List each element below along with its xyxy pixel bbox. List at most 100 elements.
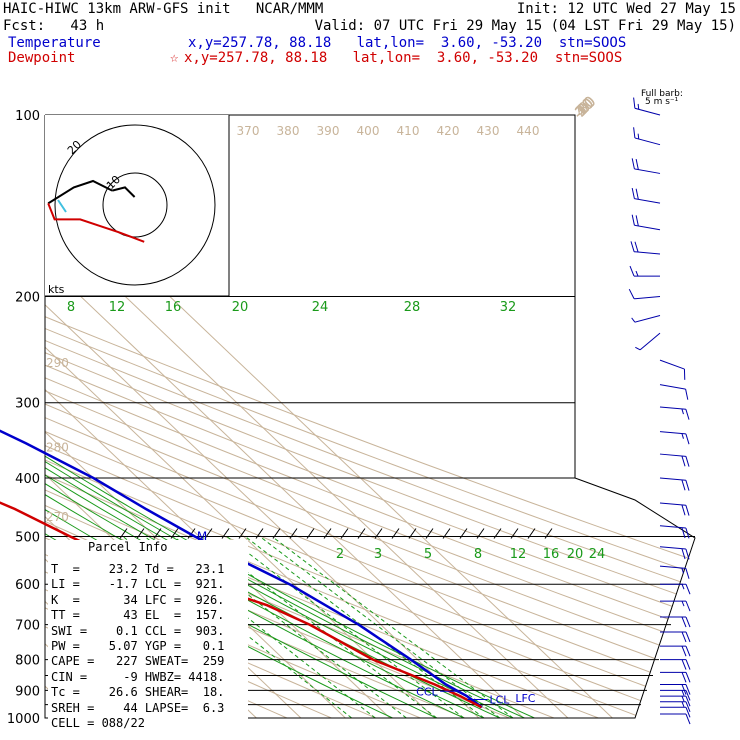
frame-hatch (408, 528, 417, 539)
isotherm-line (45, 115, 569, 718)
wind-barb-staff (634, 296, 661, 300)
hodograph-ring (102, 172, 168, 238)
wind-barb-flag (681, 548, 686, 560)
dry-adiabat (45, 115, 695, 718)
frame-hatch (544, 528, 553, 539)
isotherm-line (45, 115, 480, 718)
wind-barb-half (635, 270, 639, 277)
lcl-label: LCL (489, 693, 510, 706)
dewpoint-legend-info: x,y=257.78, 88.18 lat,lon= 3.60, -53.20 … (184, 50, 623, 66)
dewpoint-legend-label: Dewpoint (8, 50, 76, 66)
wind-barb-flag (685, 548, 690, 560)
wind-barb-half (681, 567, 684, 574)
parcel-row: SREH = 44 LAPSE= 6.3 (51, 700, 225, 715)
mixing-ratio-label: 2 (336, 547, 344, 562)
wind-barb-half (637, 103, 640, 110)
mixing-ratio-label: 32 (500, 300, 517, 315)
lfc-label: LFC (515, 692, 535, 705)
wind-barb-half (681, 408, 684, 415)
theta-label: 420 (437, 124, 460, 138)
wind-barb-flag (681, 616, 687, 628)
wind-barb-flag (685, 480, 690, 491)
dry-adiabat (45, 115, 695, 718)
mixing-ratio-dashed (201, 536, 438, 718)
dry-adiabat (45, 115, 695, 718)
wind-barb-staff (659, 384, 686, 390)
dry-adiabat (45, 115, 695, 718)
dry-adiabat (45, 115, 695, 718)
wind-barb-flag (685, 568, 690, 579)
wind-barb-flag (681, 479, 686, 491)
wind-barb-flag (631, 214, 635, 226)
pressure-tick-label: 300 (15, 397, 40, 412)
init-time: Init: 12 UTC Wed 27 May 15 (516, 1, 736, 17)
dewpoint-profile (0, 501, 482, 709)
frame-hatch (510, 528, 519, 539)
wind-barb-flag (685, 631, 691, 643)
wind-barb-flag (631, 158, 635, 170)
mixing-ratio-dashed (259, 536, 501, 718)
frame-hatch (493, 528, 502, 539)
parcel-row: Tc = 26.6 SHEAR= 18. (51, 685, 225, 700)
theta-label: 430 (477, 124, 500, 138)
theta-label: 280 (46, 440, 69, 454)
wind-barb-staff (659, 359, 685, 370)
frame-hatch (527, 528, 536, 539)
wind-barb-flag (681, 645, 687, 657)
frame-hatch (374, 528, 383, 539)
mixing-ratio-label: 24 (589, 547, 606, 562)
frame-hatch (476, 528, 485, 539)
wind-barb-staff (659, 477, 686, 481)
pressure-tick-label: 500 (15, 530, 40, 545)
wind-barb-staff (634, 224, 661, 231)
wind-barb-flag (685, 659, 691, 670)
mixing-ratio-label: 28 (404, 300, 421, 315)
parcel-info-table: Parcel Info T = 23.2 Td = 23.1 LI = -1.7… (48, 540, 248, 730)
frame-hatch (119, 528, 128, 539)
wind-barb-flag (685, 409, 690, 420)
wind-barb-flag (630, 241, 635, 252)
wind-barb-flag (633, 97, 636, 109)
frame-hatch (459, 528, 468, 539)
wind-barb-flag (635, 215, 639, 227)
wind-barb-flag (681, 684, 687, 695)
parcel-row: K = 34 LFC = 926. (51, 592, 225, 607)
dry-adiabat (45, 115, 695, 718)
temperature-legend-label: Temperature (8, 35, 101, 51)
wind-barbs: Full barb:5 m s⁻¹ (628, 89, 691, 725)
frame-hatch (272, 528, 281, 539)
wind-barb-flag (633, 127, 636, 139)
temperature-legend-info: x,y=257.78, 88.18 lat,lon= 3.60, -53.20 … (188, 35, 627, 51)
wind-barb-flag (628, 288, 635, 300)
wind-barb-staff (659, 565, 686, 569)
wind-barb-flag (681, 455, 686, 467)
axis-labels: 1002003004005006007008009001000-80-70-60… (7, 92, 606, 727)
chart-header: HAIC-HIWC 13km ARW-GFS init NCAR/MMM Ini… (0, 0, 740, 70)
wind-barb-half (681, 584, 685, 590)
wind-barb-flag (685, 433, 690, 445)
wind-barb-half (635, 346, 641, 351)
hodograph-trace-cyan (57, 199, 67, 213)
parcel-row: PW = 5.07 YGP = 0.1 (51, 639, 225, 653)
wind-barb-half (681, 600, 685, 607)
theta-label: 380 (277, 124, 300, 138)
mixing-ratio-label: 16 (165, 300, 182, 315)
wind-barb-flag (681, 504, 686, 516)
parcel-row: CELL = 088/22 (51, 716, 145, 730)
pressure-tick-label: 200 (15, 291, 40, 306)
pressure-tick-label: 100 (15, 109, 40, 124)
mixing-ratio-label: 20 (232, 300, 249, 315)
frame-hatch (340, 528, 349, 539)
parcel-row: T = 23.2 Td = 23.1 (51, 562, 225, 576)
wind-barb-flag (685, 672, 691, 683)
wind-barb-staff (634, 107, 661, 116)
frame-hatch (391, 528, 400, 539)
mixing-ratio-label: 5 (424, 547, 432, 562)
pressure-tick-label: 600 (15, 578, 40, 593)
hodograph-ring (54, 124, 216, 286)
dry-adiabat (45, 115, 695, 718)
parcel-info-title: Parcel Info (88, 540, 168, 554)
wind-barb-staff (659, 453, 686, 457)
mixing-ratio-label: 8 (474, 547, 482, 562)
